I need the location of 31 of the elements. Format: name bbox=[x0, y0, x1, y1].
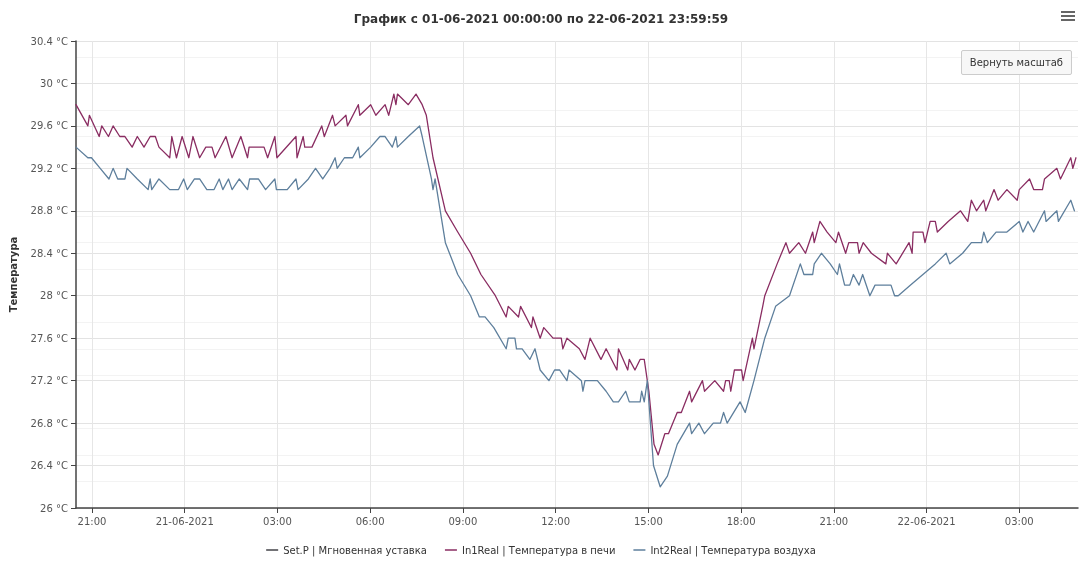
legend-label: In1Real | Температура в печи bbox=[461, 544, 616, 557]
legend-label: Set.P | Мгновенная уставка bbox=[283, 544, 427, 557]
x-tick-label: 22-06-2021 bbox=[897, 515, 956, 527]
legend-label: Int2Real | Температура воздуха bbox=[650, 544, 816, 557]
x-tick-label: 18:00 bbox=[726, 515, 756, 527]
x-tick-label: 15:00 bbox=[633, 515, 663, 527]
line-series bbox=[75, 125, 1076, 488]
y-tick-label: 26 °C bbox=[40, 502, 69, 514]
y-tick-label: 29.2 °C bbox=[30, 162, 69, 174]
y-tick-label: 29.6 °C bbox=[30, 120, 69, 132]
y-tick-label: 28 °C bbox=[40, 290, 69, 302]
y-tick-label: 28.4 °C bbox=[30, 247, 69, 259]
x-tick-label: 21:00 bbox=[819, 515, 849, 527]
x-tick-label: 06:00 bbox=[355, 515, 385, 527]
x-tick-label: 03:00 bbox=[263, 515, 292, 527]
y-tick-label: 27.6 °C bbox=[30, 332, 69, 344]
x-tick-label: 03:00 bbox=[1004, 515, 1034, 527]
x-tick-label: 21:00 bbox=[77, 515, 107, 527]
chart-title: График с 01-06-2021 00:00:00 по 22-06-2021 23:59:59 bbox=[353, 12, 729, 26]
y-axis-title: Температура bbox=[7, 236, 19, 313]
y-tick-label: 30 °C bbox=[40, 77, 69, 89]
x-tick-label: 21-06-2021 bbox=[155, 515, 214, 527]
reset-zoom-button: Вернуть масштаб bbox=[960, 50, 1072, 75]
line-series bbox=[75, 93, 1077, 456]
y-tick-label: 30.4 °C bbox=[30, 35, 69, 47]
y-tick-label: 26.8 °C bbox=[30, 417, 69, 429]
x-tick-label: 09:00 bbox=[448, 515, 478, 527]
y-tick-label: 26.4 °C bbox=[30, 460, 69, 472]
y-tick-label: 27.2 °C bbox=[30, 375, 69, 387]
x-tick-label: 12:00 bbox=[541, 515, 571, 527]
y-tick-label: 28.8 °C bbox=[30, 205, 69, 217]
